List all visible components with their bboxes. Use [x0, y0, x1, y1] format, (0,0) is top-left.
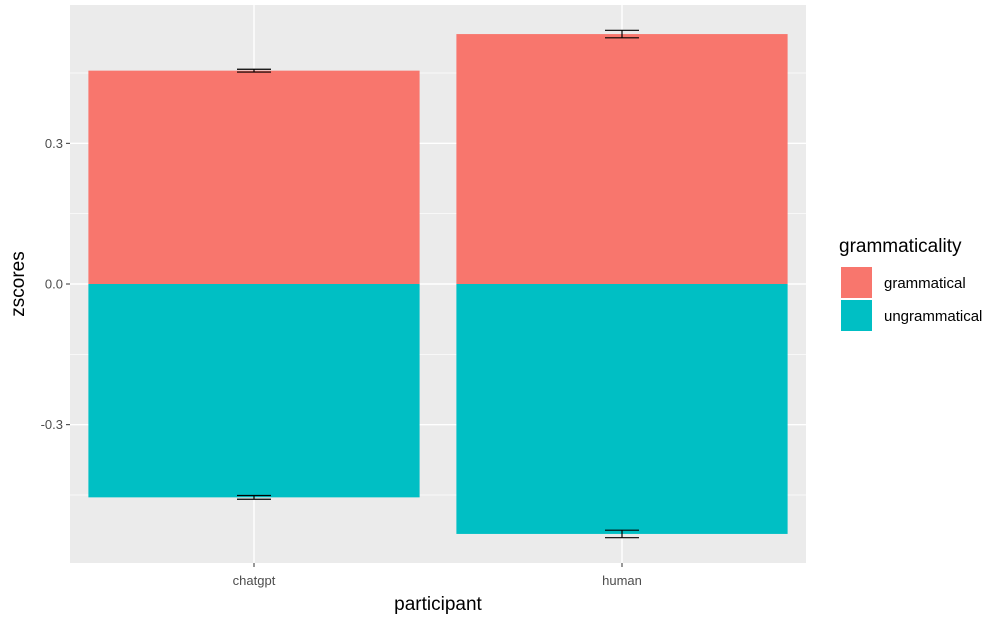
legend-label-ungrammatical: ungrammatical [884, 308, 982, 325]
y-tick-label: 0.3 [45, 136, 63, 151]
x-axis: chatgpt human [233, 563, 642, 588]
legend-label-grammatical: grammatical [884, 275, 966, 292]
bar-ungrammatical-human [456, 284, 788, 534]
x-tick-label: chatgpt [233, 573, 276, 588]
error-bar-ungrammatical-human [605, 529, 639, 539]
error-bar-ungrammatical-chatgpt [237, 494, 271, 500]
y-axis-title: zscores [8, 251, 29, 316]
legend-item-ungrammatical: ungrammatical [841, 300, 982, 331]
bar-grammatical-chatgpt [88, 70, 420, 284]
legend-key-grammatical [841, 267, 872, 298]
error-bars [237, 29, 639, 539]
y-tick-label: 0.0 [45, 277, 63, 292]
y-tick-label: -0.3 [41, 417, 63, 432]
legend: grammaticality grammatical ungrammatical [839, 236, 982, 331]
bar-grammatical-human [456, 34, 788, 285]
error-bar-grammatical-chatgpt [237, 68, 271, 73]
x-axis-title: participant [394, 594, 482, 615]
error-bar-grammatical-human [605, 29, 639, 39]
legend-key-ungrammatical [841, 300, 872, 331]
x-tick-label: human [602, 573, 642, 588]
legend-title: grammaticality [839, 236, 962, 257]
legend-item-grammatical: grammatical [841, 267, 966, 298]
bars [88, 34, 788, 534]
y-axis: -0.3 0.0 0.3 [41, 136, 70, 432]
bar-ungrammatical-chatgpt [88, 284, 420, 498]
